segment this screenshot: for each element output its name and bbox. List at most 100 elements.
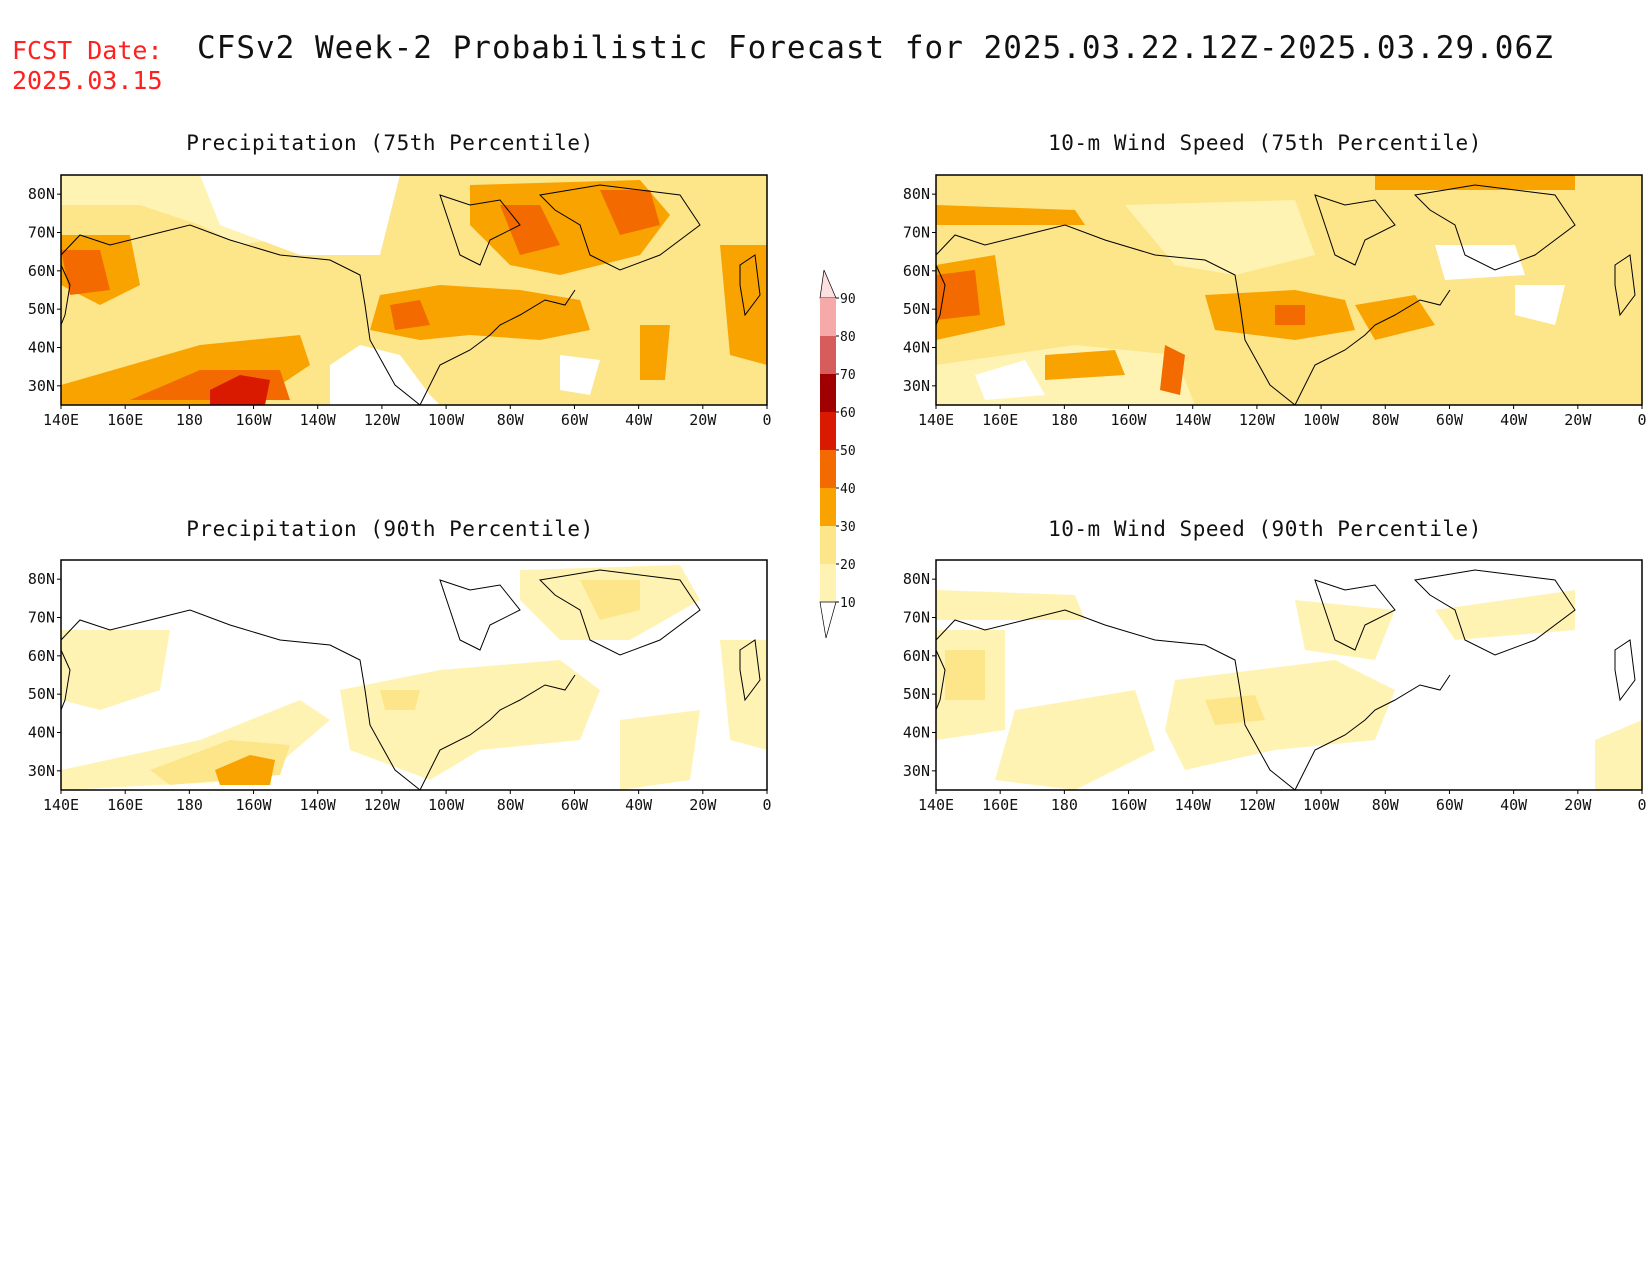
colorbar-segment — [820, 564, 836, 602]
panel-title-precip90: Precipitation (90th Percentile) — [186, 517, 594, 541]
lon-tick-label: 40W — [625, 411, 653, 429]
colorbar-label: 70 — [840, 368, 856, 383]
lat-tick-label: 40N — [903, 724, 930, 742]
colorbar: 90 80 70 60 50 40 30 20 10 — [819, 270, 856, 639]
lon-tick-label: 140E — [43, 411, 79, 429]
lon-tick-label: 100W — [1303, 796, 1340, 814]
lon-tick-label: 140W — [300, 411, 337, 429]
lon-tick-label: 60W — [561, 411, 589, 429]
lat-tick-label: 60N — [28, 647, 55, 665]
lon-tick-label: 60W — [1436, 796, 1464, 814]
lon-tick-label: 160E — [107, 796, 143, 814]
panel-title-precip75: Precipitation (75th Percentile) — [186, 131, 594, 155]
lon-tick-label: 140E — [918, 411, 954, 429]
lon-tick-label: 0 — [762, 796, 771, 814]
lon-tick-label: 60W — [561, 796, 589, 814]
colorbar-label: 80 — [840, 330, 856, 345]
lon-tick-label: 120W — [364, 411, 401, 429]
lat-tick-label: 80N — [28, 185, 55, 203]
lon-tick-label: 40W — [1500, 411, 1528, 429]
colorbar-segment — [820, 374, 836, 412]
forecast-date-block: FCST Date: 2025.03.15 — [12, 36, 163, 96]
lat-tick-label: 50N — [903, 300, 930, 318]
colorbar-segment — [820, 450, 836, 488]
lon-tick-label: 160E — [107, 411, 143, 429]
lon-tick-label: 60W — [1436, 411, 1464, 429]
lon-tick-label: 120W — [364, 796, 401, 814]
lat-tick-label: 80N — [903, 185, 930, 203]
map-precip90 — [60, 559, 768, 791]
lon-tick-label: 140W — [300, 796, 337, 814]
lon-tick-label: 20W — [689, 796, 717, 814]
lat-tick-label: 30N — [28, 377, 55, 395]
lon-tick-label: 160E — [982, 411, 1018, 429]
panel-title-wind90: 10-m Wind Speed (90th Percentile) — [1048, 517, 1482, 541]
lon-tick-label: 20W — [1564, 796, 1592, 814]
lon-tick-label: 160W — [1110, 411, 1147, 429]
map-wind75 — [935, 174, 1643, 406]
lon-tick-label: 20W — [689, 411, 717, 429]
colorbar-label: 10 — [840, 596, 856, 611]
lat-tick-label: 70N — [903, 609, 930, 627]
lon-tick-label: 180 — [1051, 796, 1078, 814]
map-precip75 — [60, 174, 768, 406]
lon-tick-label: 120W — [1239, 796, 1276, 814]
lon-tick-label: 140E — [43, 796, 79, 814]
lon-tick-label: 100W — [1303, 411, 1340, 429]
colorbar-segment — [820, 412, 836, 450]
colorbar-segment — [820, 336, 836, 374]
colorbar-label: 20 — [840, 558, 856, 573]
axis-labels-layer: 140E 160E 180 160W 140W 120W 100W 80W 60W 40W 20W 0… — [28, 185, 1647, 814]
colorbar-segment — [820, 298, 836, 336]
colorbar-label: 30 — [840, 520, 856, 535]
lon-tick-label: 160E — [982, 796, 1018, 814]
lon-tick-label: 0 — [1637, 796, 1646, 814]
lon-tick-label: 80W — [497, 411, 525, 429]
colorbar-bottom-arrow — [819, 601, 837, 639]
lat-tick-label: 60N — [903, 262, 930, 280]
colorbar-segment — [820, 526, 836, 564]
lat-tick-label: 50N — [903, 685, 930, 703]
lat-tick-label: 70N — [903, 224, 930, 242]
colorbar-label: 90 — [840, 292, 856, 307]
lat-tick-label: 40N — [28, 339, 55, 357]
lon-tick-label: 40W — [1500, 796, 1528, 814]
lat-tick-label: 80N — [28, 570, 55, 588]
lon-tick-label: 140W — [1175, 411, 1212, 429]
lon-tick-label: 180 — [1051, 411, 1078, 429]
lon-tick-label: 160W — [1110, 796, 1147, 814]
lon-tick-label: 140W — [1175, 796, 1212, 814]
lon-tick-label: 160W — [235, 796, 272, 814]
lat-tick-label: 40N — [903, 339, 930, 357]
lat-tick-label: 60N — [28, 262, 55, 280]
lon-tick-label: 80W — [1372, 796, 1400, 814]
colorbar-label: 40 — [840, 482, 856, 497]
lat-tick-label: 40N — [28, 724, 55, 742]
lat-tick-label: 30N — [28, 762, 55, 780]
lon-tick-label: 20W — [1564, 411, 1592, 429]
panel-title-wind75: 10-m Wind Speed (75th Percentile) — [1048, 131, 1482, 155]
lon-tick-label: 40W — [625, 796, 653, 814]
lon-tick-label: 80W — [1372, 411, 1400, 429]
lat-tick-label: 70N — [28, 224, 55, 242]
main-title: CFSv2 Week-2 Probabilistic Forecast for … — [197, 30, 1554, 66]
lon-tick-label: 0 — [762, 411, 771, 429]
lon-tick-label: 120W — [1239, 411, 1276, 429]
lat-tick-label: 80N — [903, 570, 930, 588]
forecast-date-label: FCST Date: — [12, 36, 163, 65]
lat-tick-label: 60N — [903, 647, 930, 665]
lon-tick-label: 0 — [1637, 411, 1646, 429]
lon-tick-label: 100W — [428, 411, 465, 429]
colorbar-segment — [820, 488, 836, 526]
map-wind90 — [935, 559, 1643, 791]
colorbar-label: 50 — [840, 444, 856, 459]
lon-tick-label: 140E — [918, 796, 954, 814]
lon-tick-label: 100W — [428, 796, 465, 814]
lat-tick-label: 30N — [903, 762, 930, 780]
lon-tick-label: 180 — [176, 411, 203, 429]
lat-tick-label: 50N — [28, 300, 55, 318]
forecast-date-value: 2025.03.15 — [12, 66, 163, 95]
lat-tick-label: 70N — [28, 609, 55, 627]
lon-tick-label: 180 — [176, 796, 203, 814]
colorbar-label: 60 — [840, 406, 856, 421]
